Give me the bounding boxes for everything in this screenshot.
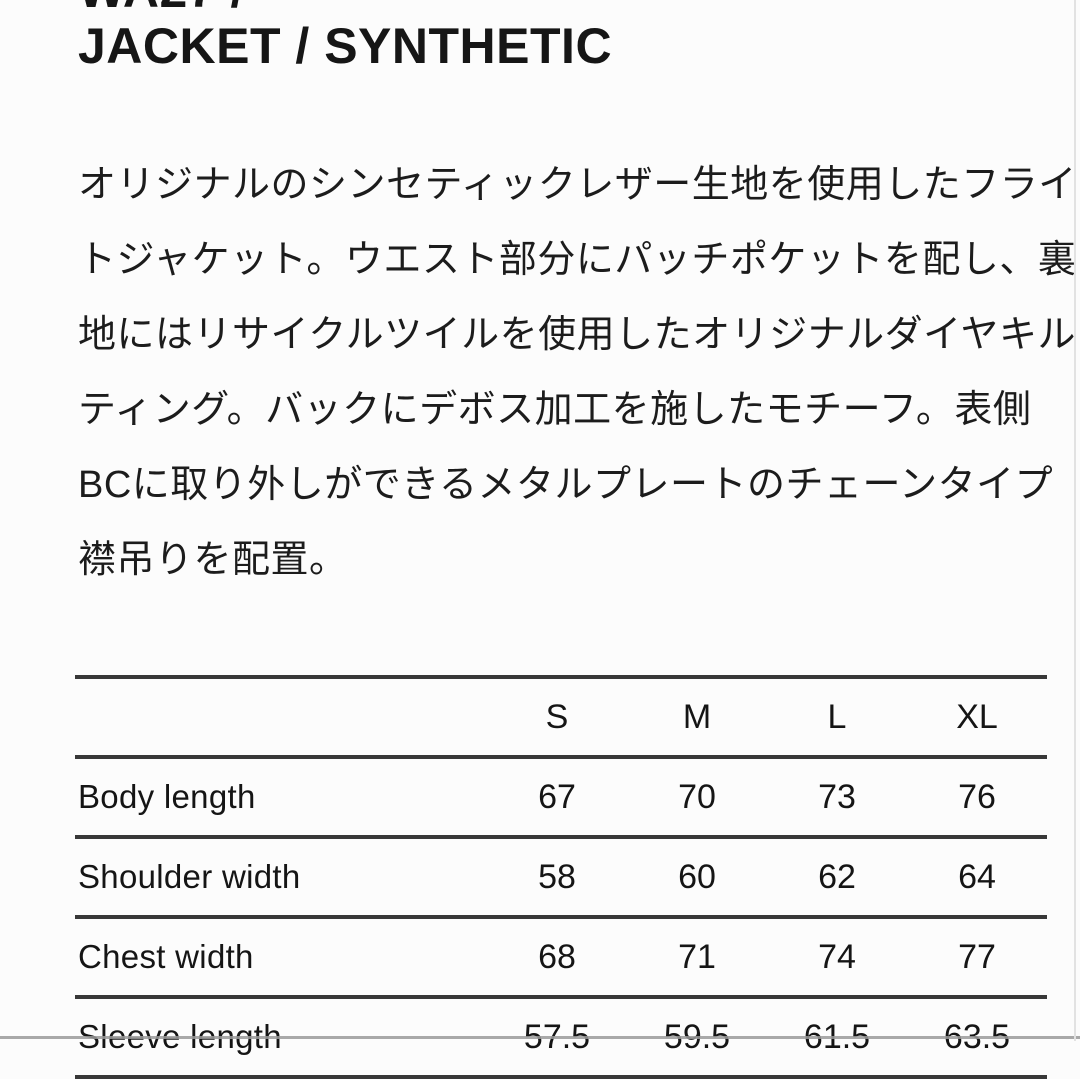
description-line: トジャケット。ウエスト部分にパッチポケットを配し、裏	[78, 239, 1077, 281]
right-edge-divider	[1074, 0, 1076, 1041]
product-code-line: WA27 /	[78, 0, 1047, 18]
description-line: BCに取り外しができるメタルプレートのチェーンタイプ	[78, 464, 1054, 506]
cell-value: 71	[678, 937, 716, 976]
size-chart-header-row: S M L XL	[75, 679, 1047, 759]
size-column-header-l: L	[827, 697, 847, 736]
product-detail-section: WA27 / JACKET / SYNTHETIC オリジナルのシンセティックレ…	[75, 0, 1077, 1079]
cell-value: 60	[678, 857, 716, 896]
cell-value: 70	[678, 777, 716, 816]
bottom-edge-divider	[0, 1036, 1080, 1039]
cell-value: 67	[538, 777, 576, 816]
row-label: Shoulder width	[78, 858, 301, 895]
size-column-header-m: M	[682, 697, 712, 736]
cell-value: 76	[958, 777, 996, 816]
cell-value: 62	[818, 857, 856, 896]
table-row-shoulder-width: Shoulder width 58 60 62 64	[75, 839, 1047, 919]
cell-value: 58	[538, 857, 576, 896]
table-row-body-length: Body length 67 70 73 76	[75, 759, 1047, 839]
row-label: Chest width	[78, 938, 254, 975]
cell-value: 64	[958, 857, 996, 896]
description-line: オリジナルのシンセティックレザー生地を使用したフライ	[78, 164, 1077, 206]
size-column-header-xl: XL	[956, 697, 998, 736]
description-line: 地にはリサイクルツイルを使用したオリジナルダイヤキル	[78, 314, 1076, 356]
product-title: WA27 / JACKET / SYNTHETIC	[78, 0, 1047, 74]
table-row-sleeve-length: Sleeve length 57.5 59.5 61.5 63.5	[75, 999, 1047, 1079]
product-name-line: JACKET / SYNTHETIC	[78, 18, 613, 74]
cell-value: 77	[958, 937, 996, 976]
size-column-header-s: S	[545, 697, 569, 736]
table-row-chest-width: Chest width 68 71 74 77	[75, 919, 1047, 999]
size-chart-table: S M L XL Body length 67 70 73 76 Shoulde…	[75, 675, 1047, 1079]
cell-value: 68	[538, 937, 576, 976]
row-label: Body length	[78, 778, 256, 815]
cell-value: 74	[818, 937, 856, 976]
description-line: 襟吊りを配置。	[78, 539, 348, 581]
cell-value: 73	[818, 777, 856, 816]
product-description: オリジナルのシンセティックレザー生地を使用したフライ トジャケット。ウエスト部分…	[78, 148, 1077, 598]
description-line: ティング。バックにデボス加工を施したモチーフ。表側	[78, 389, 1032, 431]
